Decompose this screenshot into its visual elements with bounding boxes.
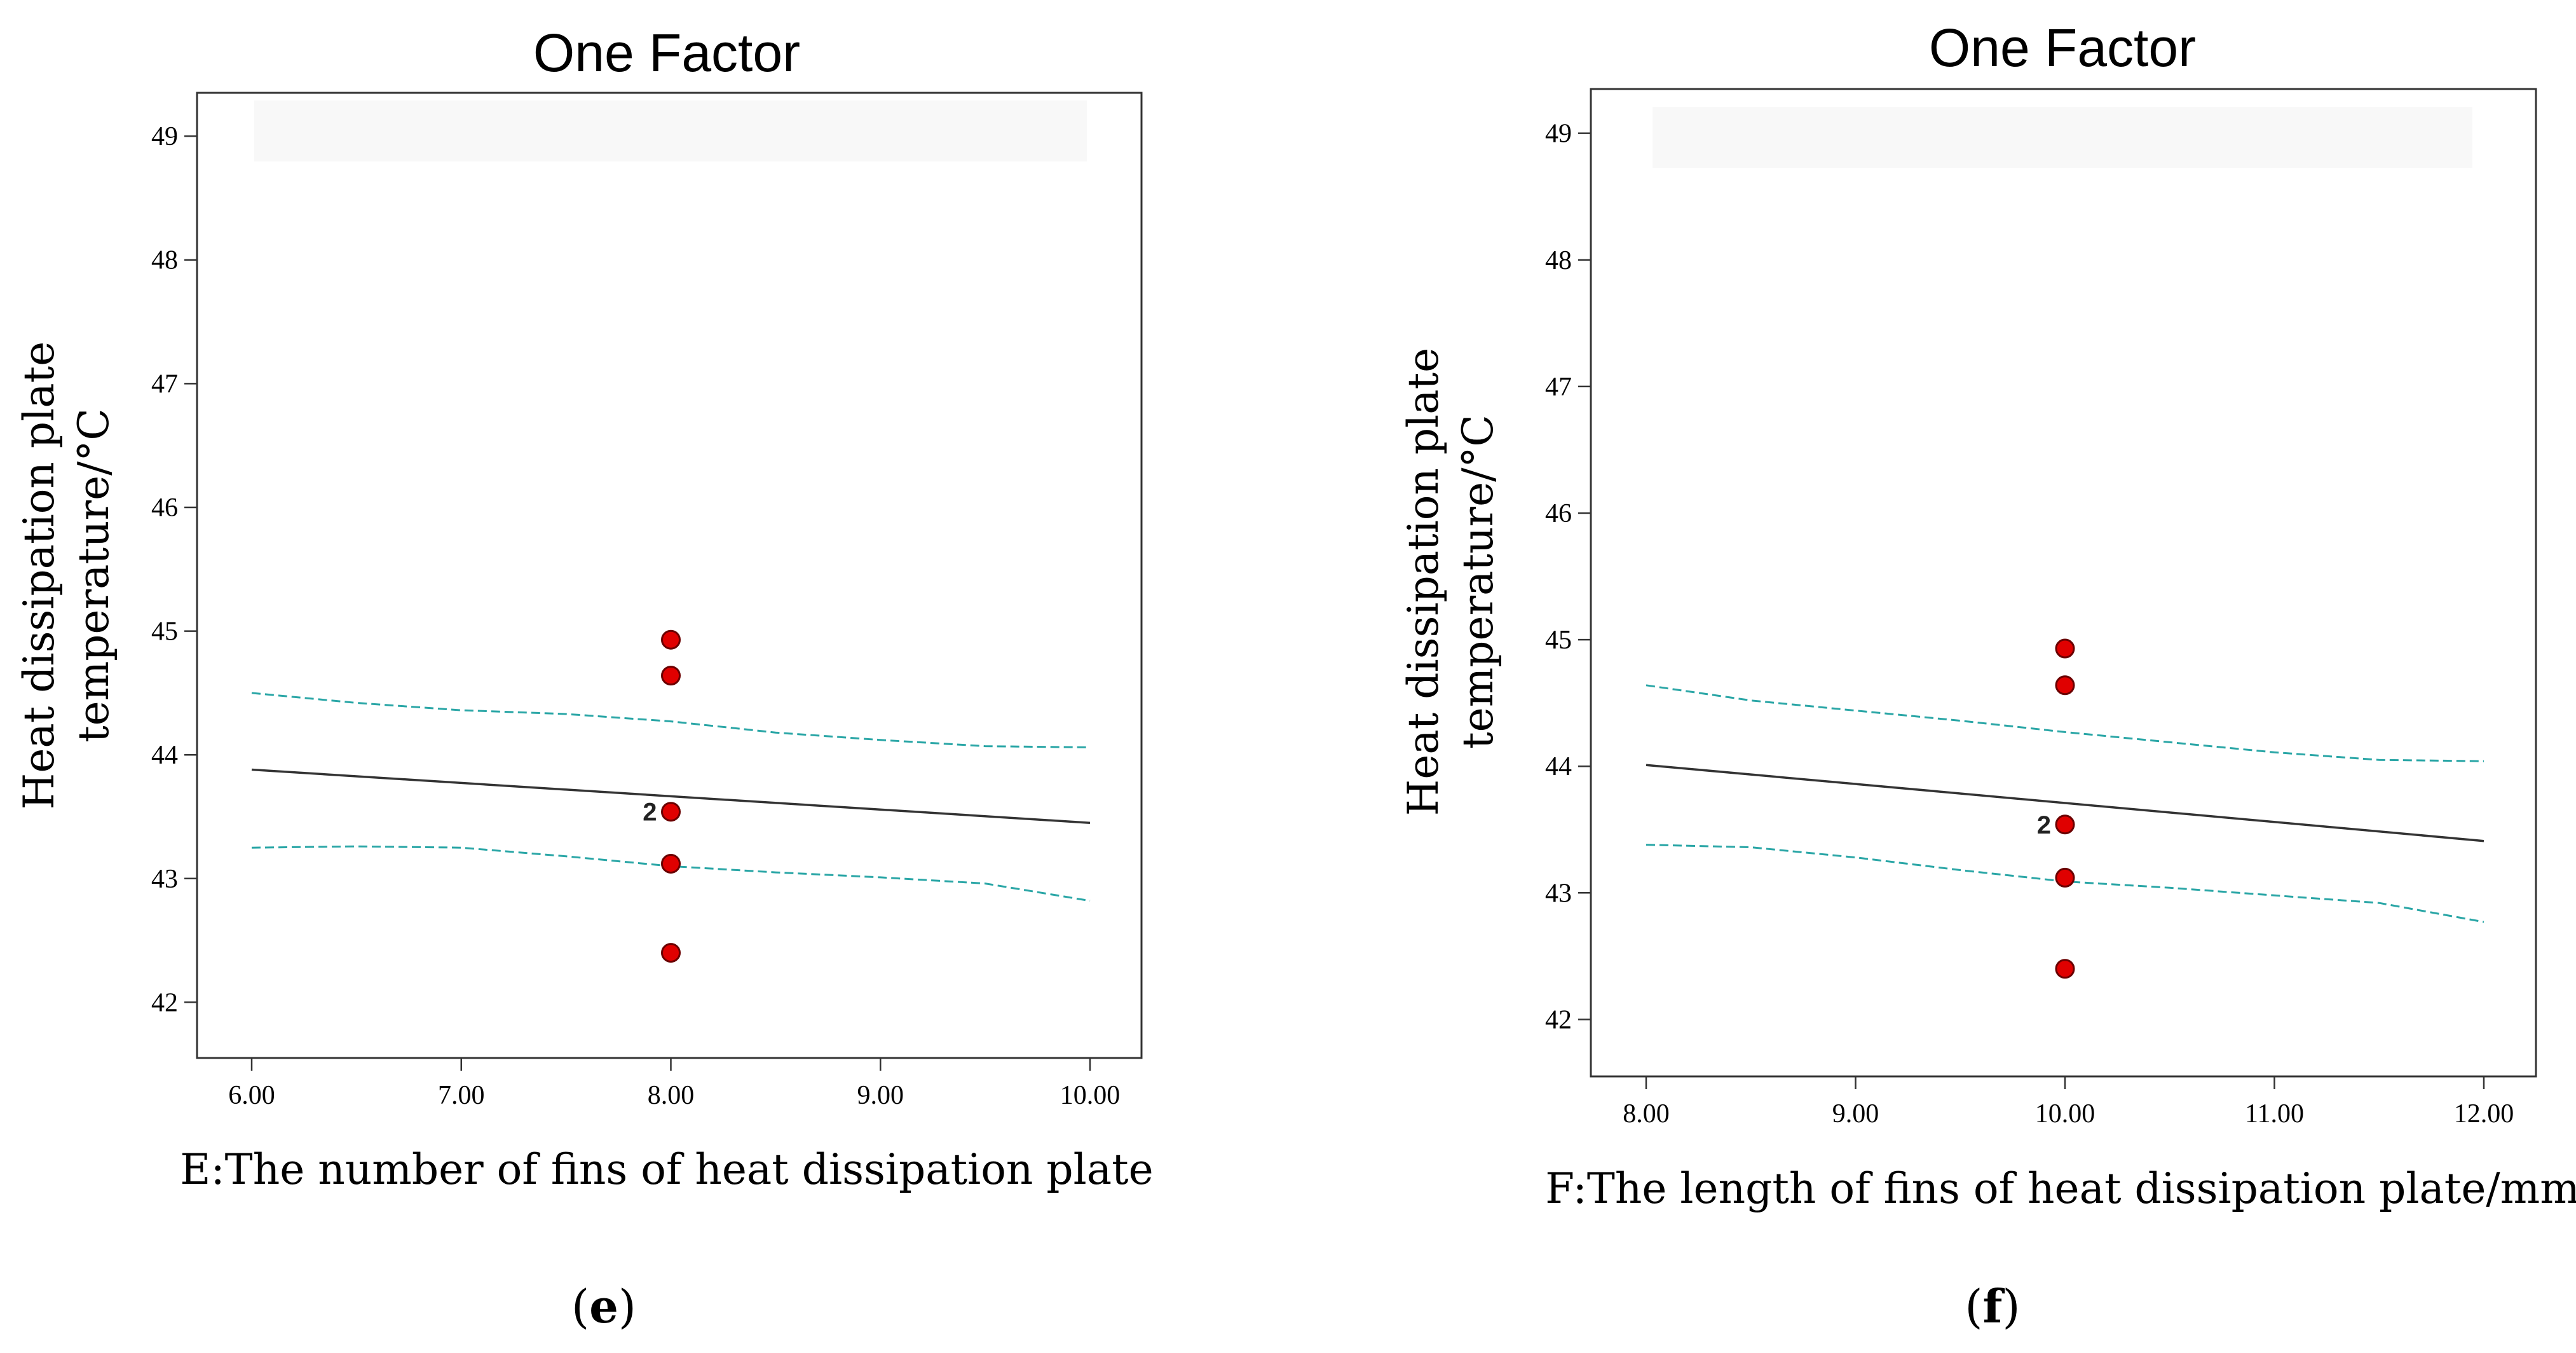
series-upper-band [251,692,1091,748]
data-point [2055,675,2075,696]
x-axis: 6.00 7.00 8.00 9.00 10.00 [228,1058,1120,1110]
plot-frame [1590,88,2537,1078]
y-axis: 42 43 44 45 46 47 48 49 [151,122,197,1017]
data-point [661,802,681,822]
x-axis-label: E:The number of fins of heat dissipation… [180,1145,1153,1194]
point-count-label: 2 [2037,811,2051,839]
y-tick-label: 42 [1545,1005,1572,1034]
y-tick-label: 44 [1545,752,1572,781]
data-point [2055,867,2075,888]
data-point [2055,959,2075,979]
y-tick-label: 49 [1545,120,1572,149]
y-tick-label: 43 [151,865,178,894]
x-tick-label: 11.00 [2245,1099,2304,1129]
x-tick-label: 6.00 [228,1081,275,1110]
x-tick-label: 12.00 [2454,1099,2514,1129]
chart-title: One Factor [1929,18,2196,78]
y-tick-label: 47 [151,369,178,399]
y-tick-label: 48 [1545,246,1572,275]
data-points: 2 [2037,638,2075,979]
data-point [661,853,681,874]
x-tick-label: 10.00 [2035,1099,2096,1129]
y-axis-label-line1: Heat dissipation plate [15,341,64,809]
x-axis: 8.00 9.00 10.00 11.00 12.00 [1623,1076,2514,1129]
data-point [661,666,681,686]
y-axis-label-line2: temperature/°C [1454,415,1503,749]
point-count-label: 2 [643,799,657,827]
data-point [661,629,681,650]
y-tick-label: 44 [151,741,178,770]
data-points: 2 [643,629,681,963]
series-fit [251,768,1091,824]
x-tick-label: 9.00 [1832,1099,1879,1129]
series-fit [1646,764,2484,842]
y-axis: 42 43 44 45 46 47 48 49 [1545,120,1591,1034]
panel-letter-f: f [1983,1279,2005,1333]
panel-label-e: (e) [571,1279,636,1333]
x-tick-label: 8.00 [1623,1099,1670,1129]
y-tick-label: 46 [151,493,178,523]
legend-area [1653,107,2472,168]
y-tick-label: 45 [1545,626,1572,655]
plot-frame [196,92,1143,1059]
data-point [2055,638,2075,659]
x-axis-label: F:The length of fins of heat dissipation… [1545,1164,2576,1213]
data-point [2055,814,2075,835]
x-tick-label: 7.00 [438,1081,485,1110]
series-upper-band [1646,684,2484,762]
chart-title: One Factor [533,23,800,83]
y-axis-label-line2: temperature/°C [69,408,118,743]
panel-letter-e: e [589,1279,618,1333]
y-tick-label: 46 [1545,499,1572,528]
legend-area [254,100,1087,161]
data-point [661,943,681,963]
chart-e: One Factor 42 43 44 45 46 47 48 49 6.00 7.00 8.00… [15,23,1154,1333]
y-tick-label: 42 [151,988,178,1017]
chart-f: One Factor 42 43 44 45 46 47 48 49 8.00 9.00 10.0… [1399,18,2576,1333]
x-tick-label: 9.00 [857,1081,904,1110]
y-tick-label: 47 [1545,373,1572,402]
y-tick-label: 43 [1545,879,1572,908]
y-tick-label: 45 [151,617,178,647]
y-axis-label-line1: Heat dissipation plate [1399,348,1448,816]
x-tick-label: 10.00 [1060,1081,1121,1110]
y-tick-label: 48 [151,246,178,275]
y-tick-label: 49 [151,122,178,151]
x-tick-label: 8.00 [648,1081,695,1110]
panel-label-f: (f) [1965,1279,2020,1333]
